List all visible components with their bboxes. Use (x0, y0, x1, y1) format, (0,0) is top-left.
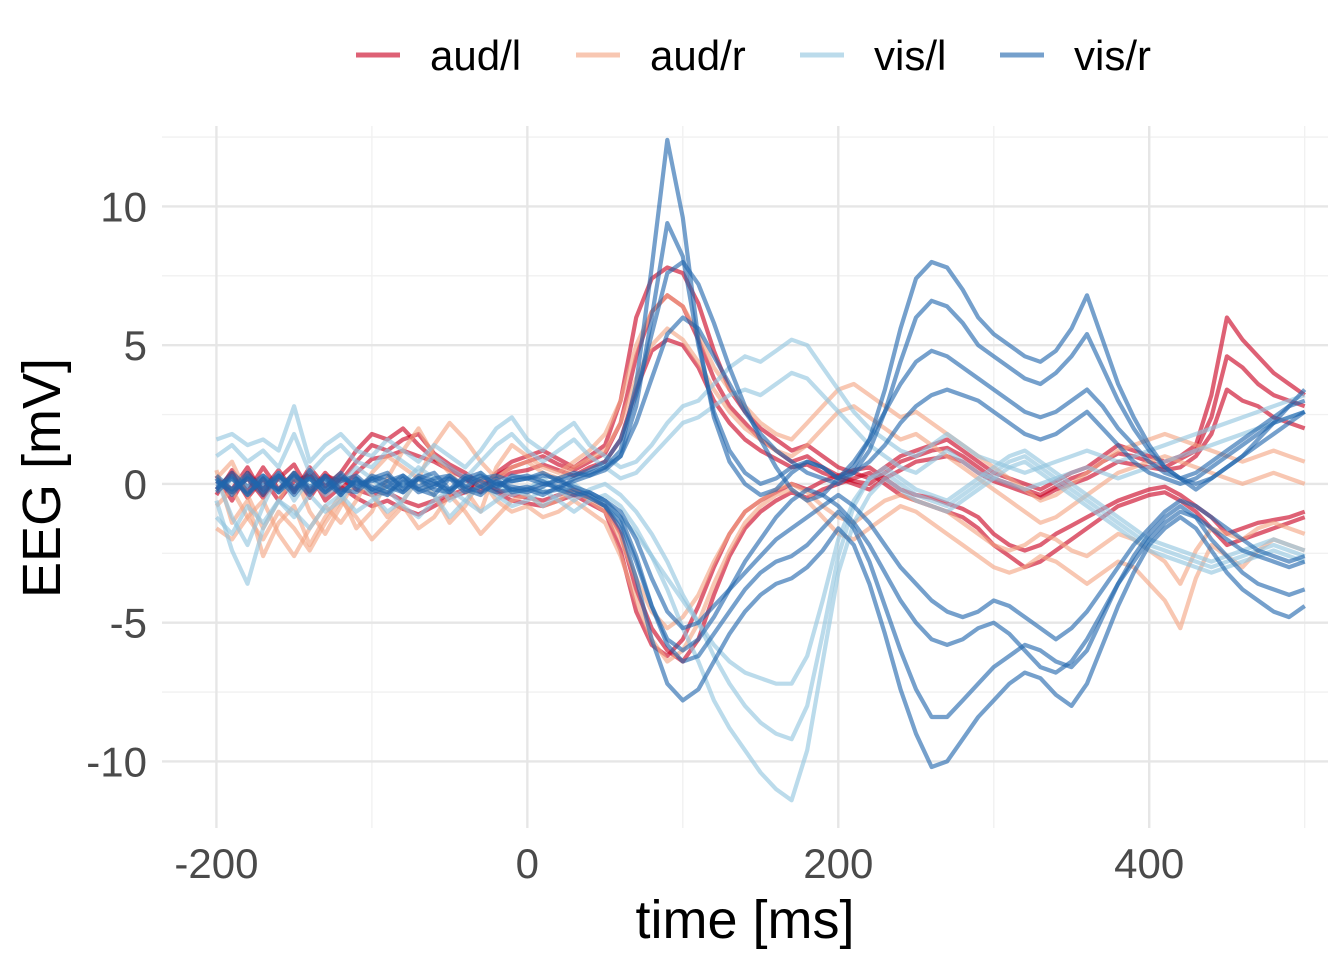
x-tick-label: 200 (803, 840, 873, 887)
series-vis-l (214, 337, 1306, 803)
legend-label: aud/l (430, 32, 521, 79)
y-tick-label: 5 (124, 322, 147, 369)
y-tick-label: -10 (86, 738, 147, 785)
grid (162, 126, 1328, 828)
legend-label: vis/r (1074, 32, 1151, 79)
series-line (214, 481, 1306, 631)
y-tick-label: -5 (110, 600, 147, 647)
series-lines (214, 137, 1307, 803)
series-vis-r (214, 137, 1307, 770)
series-line (215, 315, 1306, 498)
legend-label: vis/l (874, 32, 946, 79)
y-tick-label: 10 (100, 183, 147, 230)
y-axis-title: EEG [mV] (12, 358, 72, 598)
x-axis-title: time [ms] (635, 890, 854, 950)
legend-label: aud/r (650, 32, 746, 79)
x-tick-label: -200 (174, 840, 258, 887)
legend: aud/l aud/r vis/l vis/r (356, 32, 1151, 79)
axes: -200 0 200 400 -10 -5 0 5 10 (86, 183, 1184, 887)
series-line (214, 470, 1306, 642)
y-tick-label: 0 (124, 461, 147, 508)
x-tick-label: 0 (516, 840, 539, 887)
series-line (215, 370, 1306, 492)
series-line (215, 337, 1306, 475)
series-line (215, 337, 1306, 500)
x-tick-label: 400 (1114, 840, 1184, 887)
series-line (214, 454, 1306, 686)
series-line (214, 459, 1306, 803)
